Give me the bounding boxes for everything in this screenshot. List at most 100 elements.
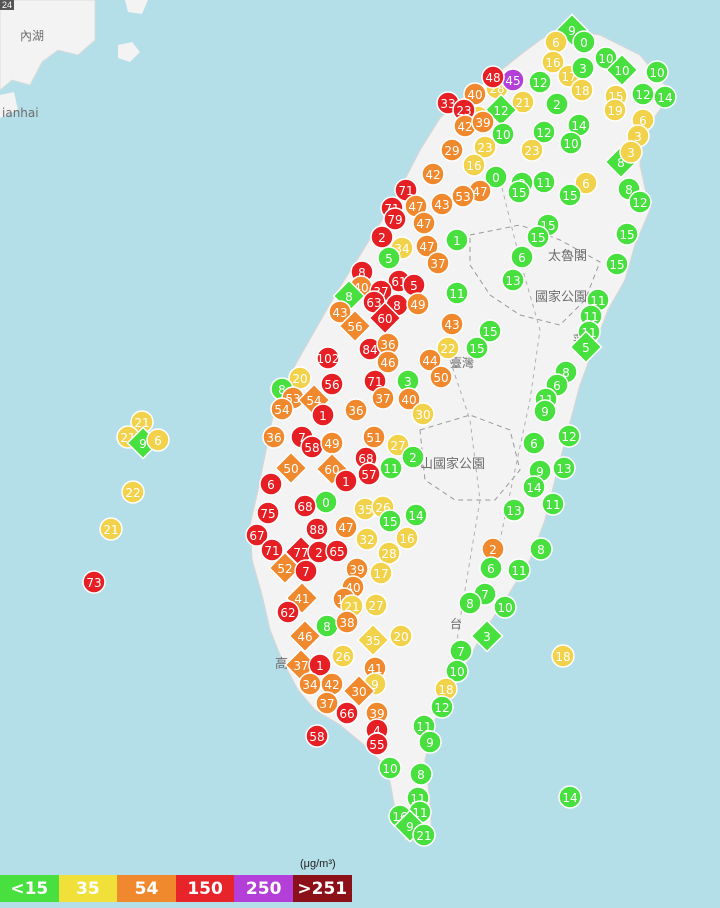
station-marker[interactable]: 5 <box>402 273 426 297</box>
station-diamond[interactable] <box>605 53 639 87</box>
station-marker[interactable]: 10 <box>645 60 669 84</box>
station-circle[interactable] <box>541 50 565 74</box>
station-marker[interactable]: 47 <box>404 194 428 218</box>
station-marker[interactable]: 11 <box>379 456 403 480</box>
station-circle[interactable] <box>501 268 525 292</box>
station-marker[interactable]: 30 <box>411 402 435 426</box>
station-marker[interactable]: 15 <box>615 222 639 246</box>
station-circle[interactable] <box>412 823 436 847</box>
station-marker[interactable]: 35 <box>356 623 390 657</box>
station-circle[interactable] <box>377 246 401 270</box>
station-circle[interactable] <box>628 190 652 214</box>
station-marker[interactable]: 35 <box>353 497 377 521</box>
station-marker[interactable]: 5 <box>569 330 603 364</box>
station-circle[interactable] <box>572 30 596 54</box>
station-marker[interactable]: 50 <box>429 365 453 389</box>
station-circle[interactable] <box>619 140 643 164</box>
station-marker[interactable]: 19 <box>603 98 627 122</box>
station-circle[interactable] <box>378 509 402 533</box>
station-circle[interactable] <box>412 211 436 235</box>
station-circle[interactable] <box>440 312 464 336</box>
station-circle[interactable] <box>369 561 393 585</box>
station-marker[interactable]: 36 <box>344 398 368 422</box>
station-marker[interactable]: 58 <box>305 724 329 748</box>
station-marker[interactable]: 66 <box>335 701 359 725</box>
station-circle[interactable] <box>528 70 552 94</box>
station-circle[interactable] <box>320 372 344 396</box>
station-circle[interactable] <box>557 424 581 448</box>
station-circle[interactable] <box>316 346 340 370</box>
station-marker[interactable]: 12 <box>557 424 581 448</box>
station-circle[interactable] <box>377 541 401 565</box>
station-marker[interactable]: 73 <box>82 570 106 594</box>
station-marker[interactable]: 12 <box>628 190 652 214</box>
station-marker[interactable]: 10 <box>445 659 469 683</box>
station-marker[interactable]: 27 <box>364 593 388 617</box>
station-circle[interactable] <box>522 431 546 455</box>
station-marker[interactable]: 1 <box>445 228 469 252</box>
station-marker[interactable]: 71 <box>260 538 284 562</box>
station-circle[interactable] <box>570 78 594 102</box>
station-marker[interactable]: 11 <box>507 558 531 582</box>
station-marker[interactable]: 15 <box>478 319 502 343</box>
station-marker[interactable]: 21 <box>130 410 154 434</box>
station-diamond[interactable] <box>569 330 603 364</box>
station-marker[interactable]: 15 <box>526 225 550 249</box>
station-circle[interactable] <box>371 386 395 410</box>
station-marker[interactable]: 60 <box>368 301 402 335</box>
station-marker[interactable]: 16 <box>541 50 565 74</box>
station-marker[interactable]: 10 <box>493 595 517 619</box>
station-circle[interactable] <box>507 180 531 204</box>
station-circle[interactable] <box>529 537 553 561</box>
station-marker[interactable]: 10 <box>594 46 618 70</box>
station-marker[interactable]: 2 <box>370 225 394 249</box>
station-marker[interactable]: 12 <box>631 82 655 106</box>
station-circle[interactable] <box>445 281 469 305</box>
station-marker[interactable]: 26 <box>331 644 355 668</box>
station-marker[interactable]: 6 <box>544 30 568 54</box>
station-marker[interactable]: 43 <box>430 192 454 216</box>
station-diamond[interactable] <box>274 451 308 485</box>
station-circle[interactable] <box>293 494 317 518</box>
station-circle[interactable] <box>409 762 433 786</box>
station-marker[interactable]: 39 <box>471 110 495 134</box>
station-circle[interactable] <box>311 403 335 427</box>
station-marker[interactable]: 18 <box>570 78 594 102</box>
station-marker[interactable]: 11 <box>541 492 565 516</box>
station-circle[interactable] <box>404 503 428 527</box>
station-marker[interactable]: 16 <box>395 526 419 550</box>
station-circle[interactable] <box>532 170 556 194</box>
station-circle[interactable] <box>344 398 368 422</box>
station-circle[interactable] <box>631 82 655 106</box>
station-marker[interactable]: 48 <box>481 65 505 89</box>
station-marker[interactable]: 40 <box>397 387 421 411</box>
station-circle[interactable] <box>362 425 386 449</box>
station-circle[interactable] <box>471 110 495 134</box>
station-diamond[interactable] <box>268 551 302 585</box>
station-circle[interactable] <box>260 538 284 562</box>
station-circle[interactable] <box>463 82 487 106</box>
station-marker[interactable]: 52 <box>268 551 302 585</box>
station-marker[interactable]: 3 <box>571 56 595 80</box>
station-circle[interactable] <box>605 252 629 276</box>
station-circle[interactable] <box>478 319 502 343</box>
station-circle[interactable] <box>493 595 517 619</box>
station-marker[interactable]: 29 <box>440 138 464 162</box>
station-circle[interactable] <box>415 234 439 258</box>
station-circle[interactable] <box>502 498 526 522</box>
station-marker[interactable]: 71 <box>363 369 387 393</box>
station-marker[interactable]: 23 <box>473 135 497 159</box>
station-marker[interactable]: 65 <box>325 539 349 563</box>
station-circle[interactable] <box>473 135 497 159</box>
station-circle[interactable] <box>481 65 505 89</box>
station-circle[interactable] <box>121 480 145 504</box>
station-circle[interactable] <box>430 192 454 216</box>
station-marker[interactable]: 34 <box>298 672 322 696</box>
station-circle[interactable] <box>328 300 352 324</box>
station-marker[interactable]: 32 <box>355 527 379 551</box>
station-marker[interactable]: 12 <box>528 70 552 94</box>
station-marker[interactable]: 49 <box>406 292 430 316</box>
station-marker[interactable]: 13 <box>501 268 525 292</box>
station-marker[interactable]: 21 <box>99 517 123 541</box>
station-circle[interactable] <box>533 399 557 423</box>
